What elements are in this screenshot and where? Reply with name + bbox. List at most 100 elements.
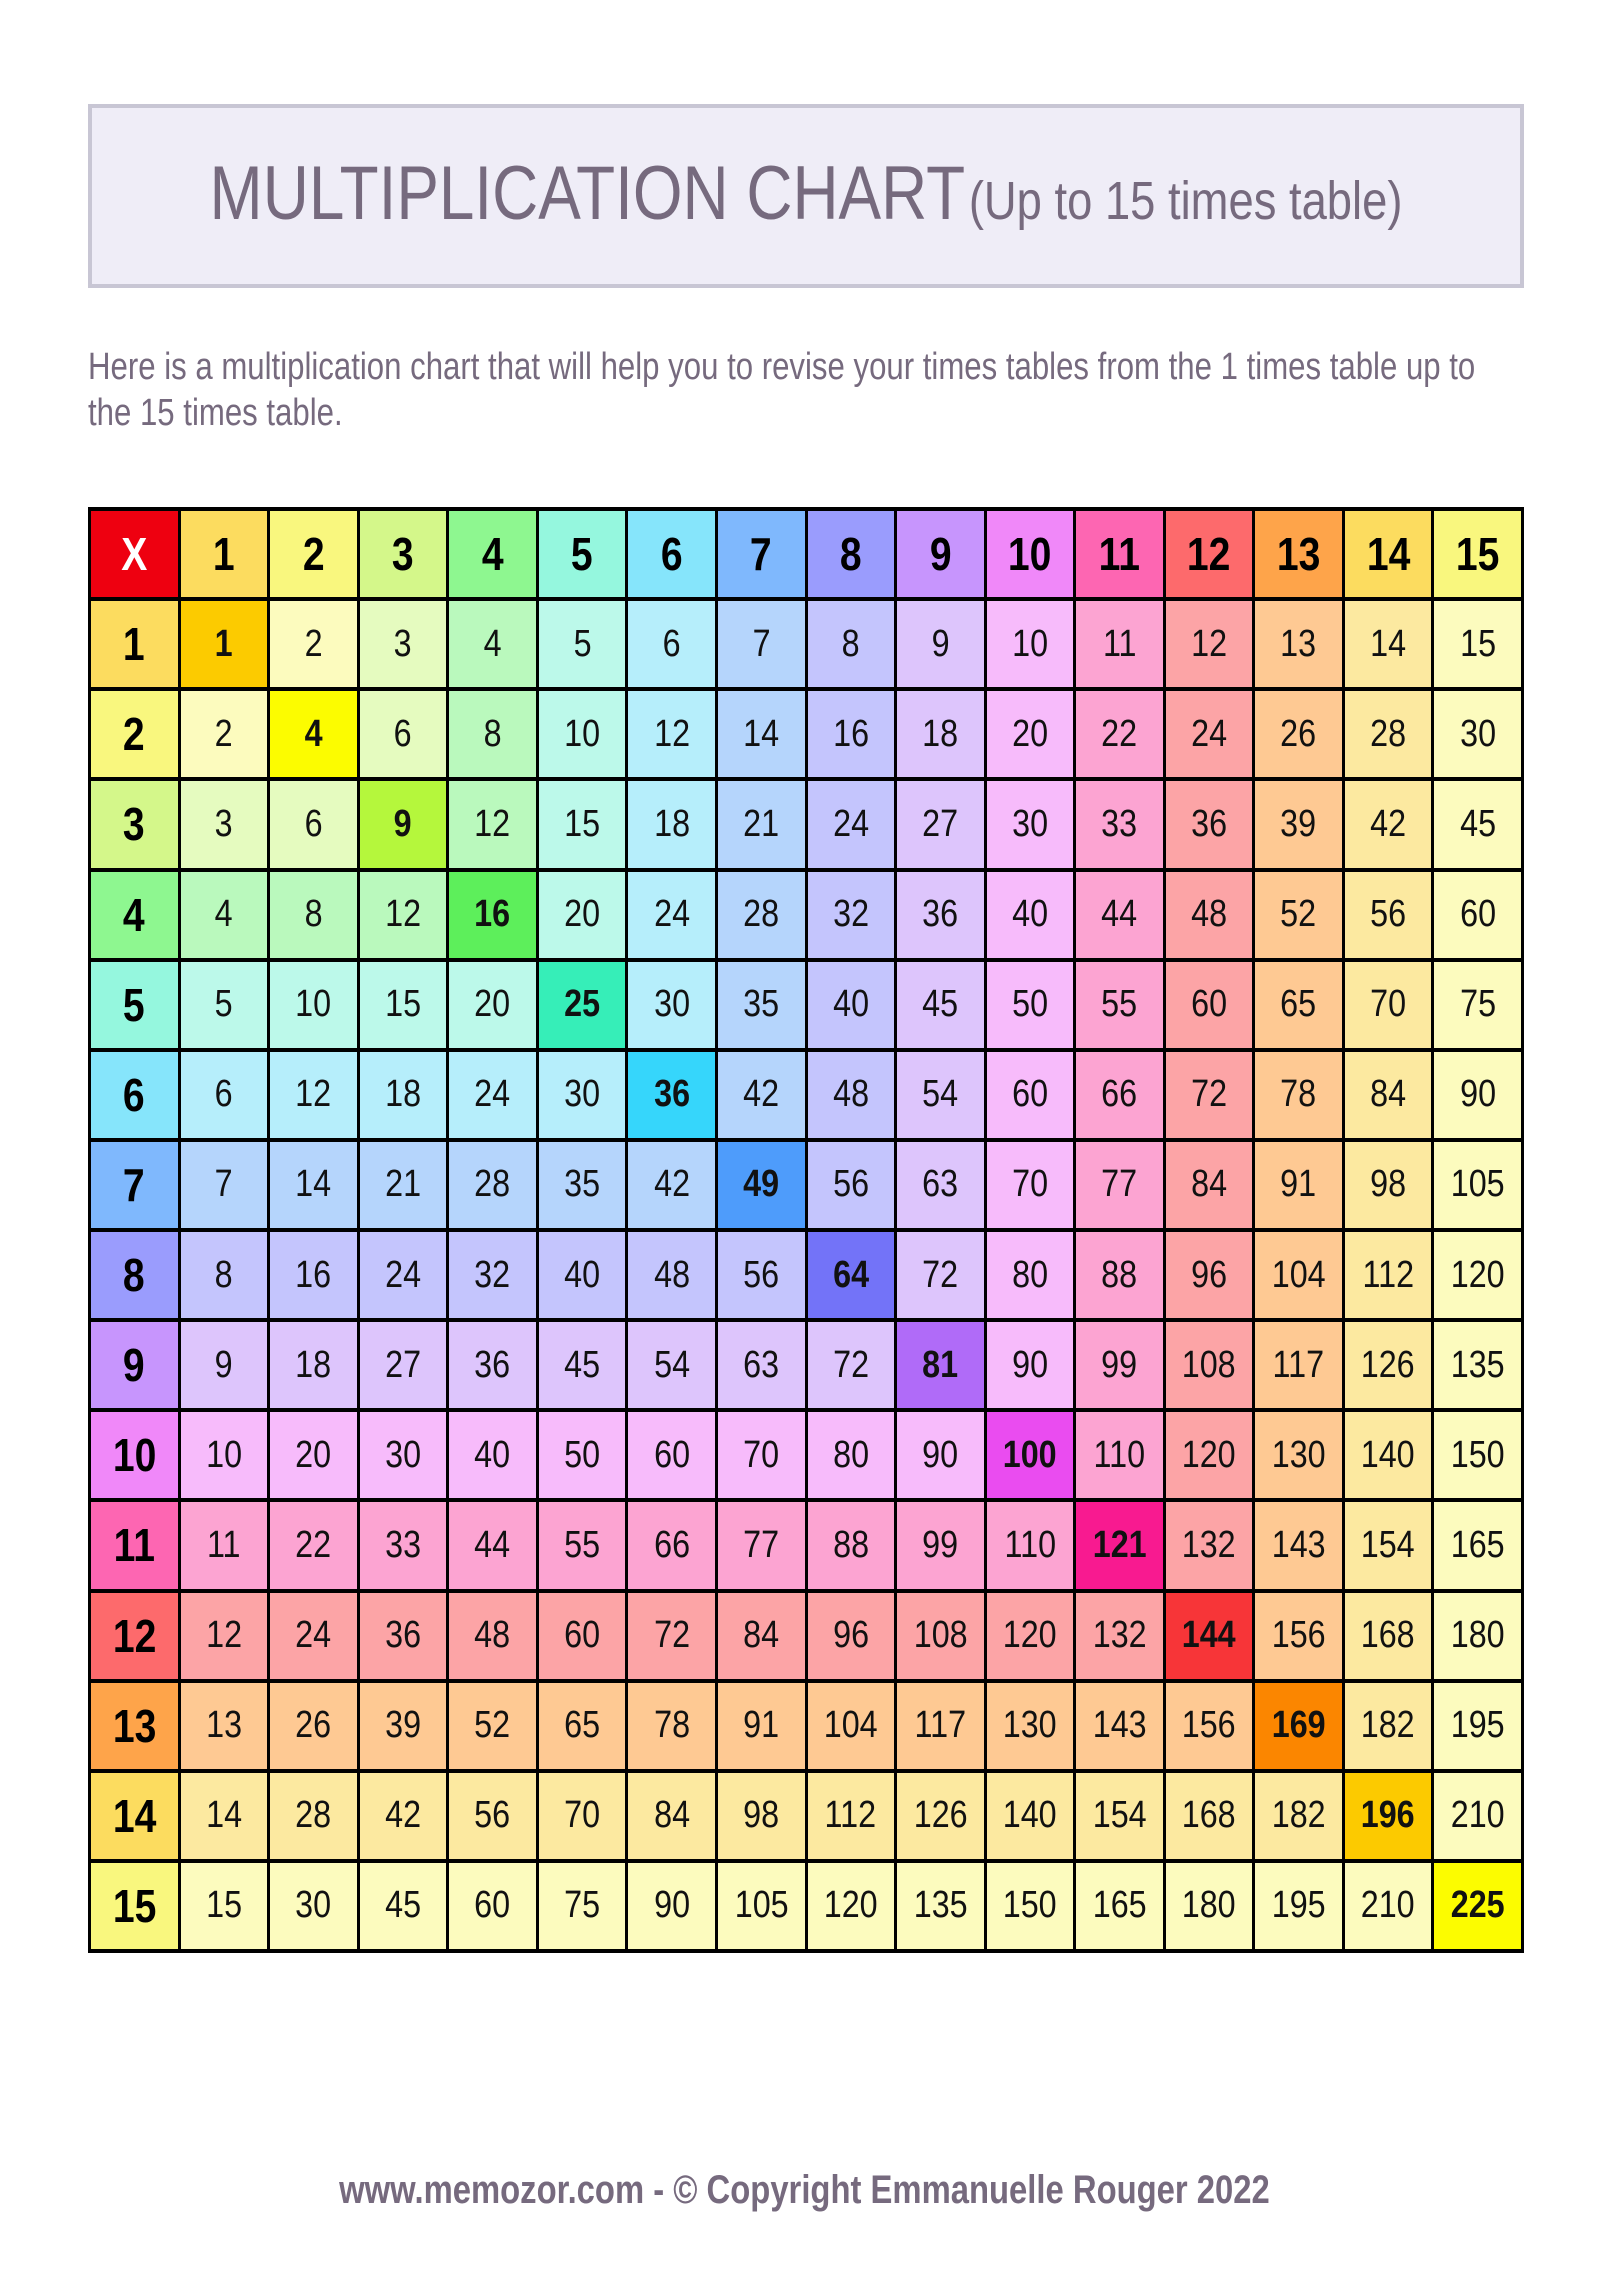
product-cell: 15 bbox=[535, 777, 629, 872]
product-cell: 150 bbox=[983, 1859, 1077, 1953]
product-cell: 28 bbox=[446, 1138, 539, 1232]
column-header: 14 bbox=[1341, 507, 1435, 601]
cell-value: 44 bbox=[1101, 893, 1138, 936]
product-cell: 195 bbox=[1252, 1859, 1345, 1953]
cell-value: 25 bbox=[564, 983, 601, 1026]
footer-site-link[interactable]: www.memozor.com bbox=[338, 2168, 644, 2212]
cell-value: 135 bbox=[1450, 1343, 1505, 1386]
product-cell: 20 bbox=[983, 687, 1077, 781]
cell-value: 14 bbox=[1370, 622, 1407, 665]
cell-value: 60 bbox=[653, 1433, 690, 1476]
footer-copyright: © Copyright Emmanuelle Rouger 2022 bbox=[672, 2168, 1270, 2212]
cell-value: 104 bbox=[1271, 1253, 1326, 1296]
cell-value: X bbox=[121, 528, 148, 581]
cell-value: 84 bbox=[1370, 1073, 1407, 1116]
cell-value: 165 bbox=[1092, 1884, 1147, 1927]
product-cell: 8 bbox=[177, 1228, 271, 1322]
product-cell: 21 bbox=[356, 1138, 450, 1232]
product-cell: 182 bbox=[1341, 1679, 1435, 1773]
cell-value: 12 bbox=[1187, 528, 1231, 581]
column-header: 6 bbox=[625, 507, 718, 601]
product-cell: 78 bbox=[625, 1679, 718, 1773]
description: Here is a multiplication chart that will… bbox=[88, 346, 1476, 434]
product-cell: 6 bbox=[267, 777, 360, 872]
product-cell: 27 bbox=[356, 1318, 450, 1412]
cell-value: 182 bbox=[1271, 1794, 1326, 1837]
product-cell: 112 bbox=[1341, 1228, 1435, 1322]
cell-value: 13 bbox=[1280, 622, 1317, 665]
product-cell: 6 bbox=[625, 597, 718, 691]
product-cell: 42 bbox=[625, 1138, 718, 1232]
product-cell: 36 bbox=[356, 1588, 450, 1683]
cell-value: 36 bbox=[474, 1343, 511, 1386]
cell-value: 150 bbox=[1002, 1884, 1057, 1927]
product-cell: 40 bbox=[446, 1408, 539, 1502]
cell-value: 112 bbox=[1362, 1253, 1414, 1296]
cell-value: 15 bbox=[1459, 622, 1496, 665]
diagonal-cell: 81 bbox=[894, 1318, 987, 1412]
cell-value: 108 bbox=[1182, 1343, 1236, 1386]
cell-value: 90 bbox=[1459, 1073, 1496, 1116]
cell-value: 6 bbox=[304, 802, 323, 845]
cell-value: 12 bbox=[112, 1609, 157, 1662]
column-header: 13 bbox=[1252, 507, 1345, 601]
row-header: 9 bbox=[88, 1318, 181, 1412]
product-cell: 3 bbox=[356, 597, 450, 691]
cell-value: 26 bbox=[1280, 712, 1317, 755]
cell-value: 28 bbox=[474, 1163, 511, 1206]
cell-value: 54 bbox=[653, 1343, 690, 1386]
column-header: 10 bbox=[983, 507, 1077, 601]
product-cell: 60 bbox=[446, 1859, 539, 1953]
cell-value: 9 bbox=[931, 622, 950, 665]
cell-value: 33 bbox=[384, 1523, 421, 1566]
product-cell: 60 bbox=[625, 1408, 718, 1502]
header-row: X 1 2 3 4 5 6 7 8 9 10 11 12 13 14 15 bbox=[88, 507, 1524, 601]
cell-value: 70 bbox=[743, 1433, 780, 1476]
cell-value: 10 bbox=[1008, 528, 1052, 581]
cell-value: 4 bbox=[123, 888, 146, 941]
cell-value: 6 bbox=[214, 1073, 233, 1116]
product-cell: 33 bbox=[1073, 777, 1166, 872]
cell-value: 14 bbox=[205, 1794, 242, 1837]
product-cell: 48 bbox=[625, 1228, 718, 1322]
cell-value: 12 bbox=[205, 1614, 242, 1657]
product-cell: 55 bbox=[535, 1498, 629, 1593]
product-cell: 39 bbox=[1252, 777, 1345, 872]
product-cell: 96 bbox=[1162, 1228, 1256, 1322]
product-cell: 11 bbox=[177, 1498, 271, 1593]
cell-value: 96 bbox=[1191, 1253, 1228, 1296]
product-cell: 56 bbox=[804, 1138, 898, 1232]
cell-value: 126 bbox=[913, 1794, 968, 1837]
product-cell: 112 bbox=[804, 1769, 898, 1863]
cell-value: 156 bbox=[1271, 1614, 1326, 1657]
product-cell: 48 bbox=[1162, 867, 1256, 962]
product-cell: 210 bbox=[1341, 1859, 1435, 1953]
row-header: 6 bbox=[88, 1048, 181, 1142]
product-cell: 90 bbox=[894, 1408, 987, 1502]
cell-value: 27 bbox=[384, 1343, 421, 1386]
cell-value: 7 bbox=[752, 622, 771, 665]
table-row: 9 9 18 27 36 45 54 63 72 81 90 99 108 117 126 135 bbox=[88, 1318, 1524, 1412]
cell-value: 8 bbox=[123, 1249, 146, 1302]
cell-value: 78 bbox=[653, 1704, 690, 1747]
cell-value: 30 bbox=[1459, 712, 1496, 755]
cell-value: 77 bbox=[743, 1523, 780, 1566]
product-cell: 27 bbox=[894, 777, 987, 872]
product-cell: 2 bbox=[177, 687, 271, 781]
cell-value: 11 bbox=[1102, 622, 1137, 665]
product-cell: 70 bbox=[714, 1408, 808, 1502]
product-cell: 180 bbox=[1162, 1859, 1256, 1953]
product-cell: 90 bbox=[1431, 1048, 1524, 1142]
product-cell: 120 bbox=[983, 1588, 1077, 1683]
cell-value: 16 bbox=[295, 1253, 332, 1296]
cell-value: 21 bbox=[743, 802, 780, 845]
product-cell: 32 bbox=[446, 1228, 539, 1322]
cell-value: 65 bbox=[564, 1704, 601, 1747]
cell-value: 75 bbox=[1459, 983, 1496, 1026]
cell-value: 100 bbox=[1002, 1433, 1057, 1476]
row-header: 14 bbox=[88, 1769, 181, 1863]
cell-value: 112 bbox=[825, 1794, 877, 1837]
product-cell: 77 bbox=[714, 1498, 808, 1593]
product-cell: 117 bbox=[894, 1679, 987, 1773]
product-cell: 26 bbox=[1252, 687, 1345, 781]
